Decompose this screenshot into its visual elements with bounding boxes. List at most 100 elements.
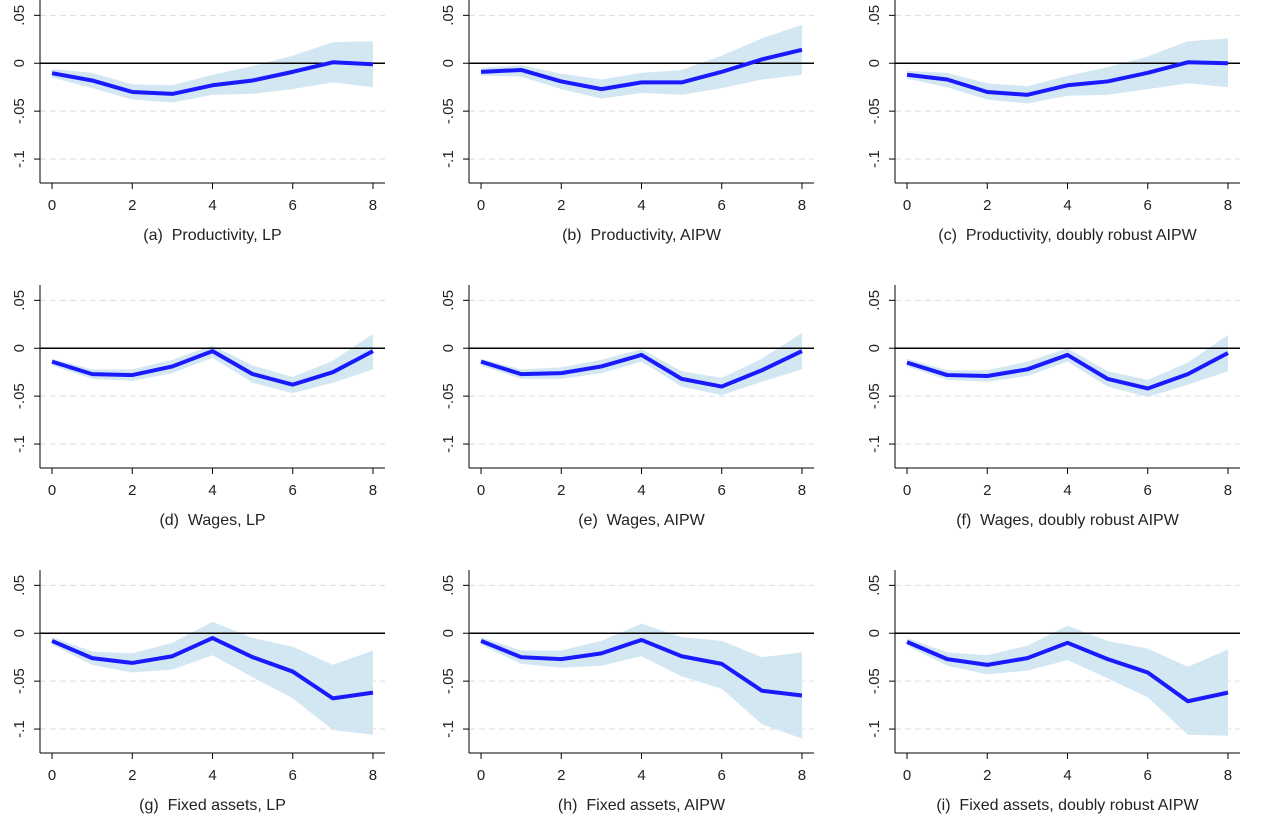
- caption: (f) Wages, doubly robust AIPW: [956, 512, 1180, 529]
- x-tick-label: 0: [903, 482, 911, 499]
- y-tick-label: 0: [440, 344, 457, 352]
- x-tick-label: 6: [1144, 197, 1152, 214]
- x-tick-label: 2: [128, 767, 136, 784]
- x-tick-label: 4: [208, 197, 216, 214]
- y-tick-label: -.05: [440, 383, 457, 409]
- x-tick-label: 4: [637, 197, 645, 214]
- y-tick-label: -.1: [866, 720, 883, 738]
- x-tick-label: 4: [1063, 482, 1071, 499]
- x-tick-label: 8: [798, 482, 806, 499]
- caption: (i) Fixed assets, doubly robust AIPW: [936, 797, 1199, 814]
- y-tick-label: .05: [866, 5, 883, 26]
- estimate-line: [480, 47, 803, 92]
- estimate-line: [906, 351, 1229, 391]
- y-tick-label: -.1: [11, 150, 28, 168]
- confidence-band: [52, 41, 373, 103]
- x-tick-label: 0: [48, 767, 56, 784]
- x-tick-label: 8: [1224, 482, 1232, 499]
- estimate-line: [480, 349, 803, 389]
- y-tick-label: 0: [11, 344, 28, 352]
- y-tick-label: -.05: [866, 383, 883, 409]
- estimate-line: [51, 60, 374, 96]
- estimate-line: [51, 636, 374, 701]
- x-tick-label: 4: [1063, 197, 1071, 214]
- caption: (d) Wages, LP: [159, 512, 265, 529]
- x-tick-label: 2: [557, 197, 565, 214]
- confidence-band: [481, 332, 802, 396]
- x-tick-label: 6: [289, 767, 297, 784]
- caption: (c) Productivity, doubly robust AIPW: [938, 227, 1197, 244]
- y-tick-label: -.05: [440, 98, 457, 124]
- x-tick-label: 0: [903, 767, 911, 784]
- caption: (b) Productivity, AIPW: [562, 227, 722, 244]
- y-tick-label: -.1: [440, 150, 457, 168]
- x-tick-label: 8: [369, 197, 377, 214]
- x-tick-label: 0: [477, 197, 485, 214]
- y-tick-label: -.05: [866, 98, 883, 124]
- x-tick-label: 8: [1224, 767, 1232, 784]
- y-tick-label: .05: [11, 575, 28, 596]
- y-tick-label: 0: [11, 59, 28, 67]
- estimate-line: [480, 637, 803, 698]
- x-tick-label: 4: [208, 767, 216, 784]
- x-tick-label: 6: [1144, 767, 1152, 784]
- x-tick-label: 2: [128, 482, 136, 499]
- x-tick-label: 0: [48, 197, 56, 214]
- x-tick-label: 6: [1144, 482, 1152, 499]
- y-tick-label: -.05: [440, 668, 457, 694]
- estimate-line: [51, 349, 374, 387]
- caption: (a) Productivity, LP: [143, 227, 281, 244]
- caption: (e) Wages, AIPW: [578, 512, 705, 529]
- x-tick-label: 4: [637, 767, 645, 784]
- x-tick-label: 8: [798, 767, 806, 784]
- y-tick-label: .05: [866, 290, 883, 311]
- x-tick-label: 6: [289, 482, 297, 499]
- y-tick-label: 0: [866, 344, 883, 352]
- y-tick-label: -.1: [440, 435, 457, 453]
- x-tick-label: 0: [477, 767, 485, 784]
- y-tick-label: 0: [866, 59, 883, 67]
- confidence-band: [907, 625, 1228, 736]
- y-tick-label: -.05: [866, 668, 883, 694]
- x-tick-label: 2: [557, 767, 565, 784]
- y-tick-label: .05: [11, 5, 28, 26]
- y-tick-label: 0: [440, 629, 457, 637]
- x-tick-label: 2: [557, 482, 565, 499]
- y-tick-label: -.1: [11, 720, 28, 738]
- x-tick-label: 8: [1224, 197, 1232, 214]
- x-tick-label: 0: [903, 197, 911, 214]
- y-tick-label: -.1: [866, 435, 883, 453]
- confidence-band: [52, 621, 373, 735]
- y-tick-label: -.05: [11, 98, 28, 124]
- x-tick-label: 6: [718, 197, 726, 214]
- y-tick-label: -.1: [440, 720, 457, 738]
- y-tick-label: .05: [866, 575, 883, 596]
- x-tick-label: 0: [477, 482, 485, 499]
- confidence-band: [52, 333, 373, 394]
- x-tick-label: 6: [718, 482, 726, 499]
- y-tick-label: .05: [440, 575, 457, 596]
- y-tick-label: .05: [440, 290, 457, 311]
- x-tick-label: 4: [208, 482, 216, 499]
- x-tick-label: 8: [369, 482, 377, 499]
- y-tick-label: -.1: [866, 150, 883, 168]
- confidence-band: [907, 38, 1228, 104]
- x-tick-label: 4: [637, 482, 645, 499]
- x-tick-label: 8: [369, 767, 377, 784]
- x-tick-label: 2: [983, 767, 991, 784]
- y-tick-label: .05: [11, 290, 28, 311]
- y-tick-label: 0: [866, 629, 883, 637]
- estimate-line: [906, 640, 1229, 704]
- x-tick-label: 2: [128, 197, 136, 214]
- x-tick-label: 2: [983, 197, 991, 214]
- caption: (h) Fixed assets, AIPW: [558, 797, 726, 814]
- x-tick-label: 6: [289, 197, 297, 214]
- y-tick-label: 0: [11, 629, 28, 637]
- y-tick-label: -.05: [11, 383, 28, 409]
- x-tick-label: 4: [1063, 767, 1071, 784]
- x-tick-label: 8: [798, 197, 806, 214]
- y-tick-label: .05: [440, 5, 457, 26]
- confidence-band: [907, 334, 1228, 398]
- estimate-line: [906, 60, 1229, 97]
